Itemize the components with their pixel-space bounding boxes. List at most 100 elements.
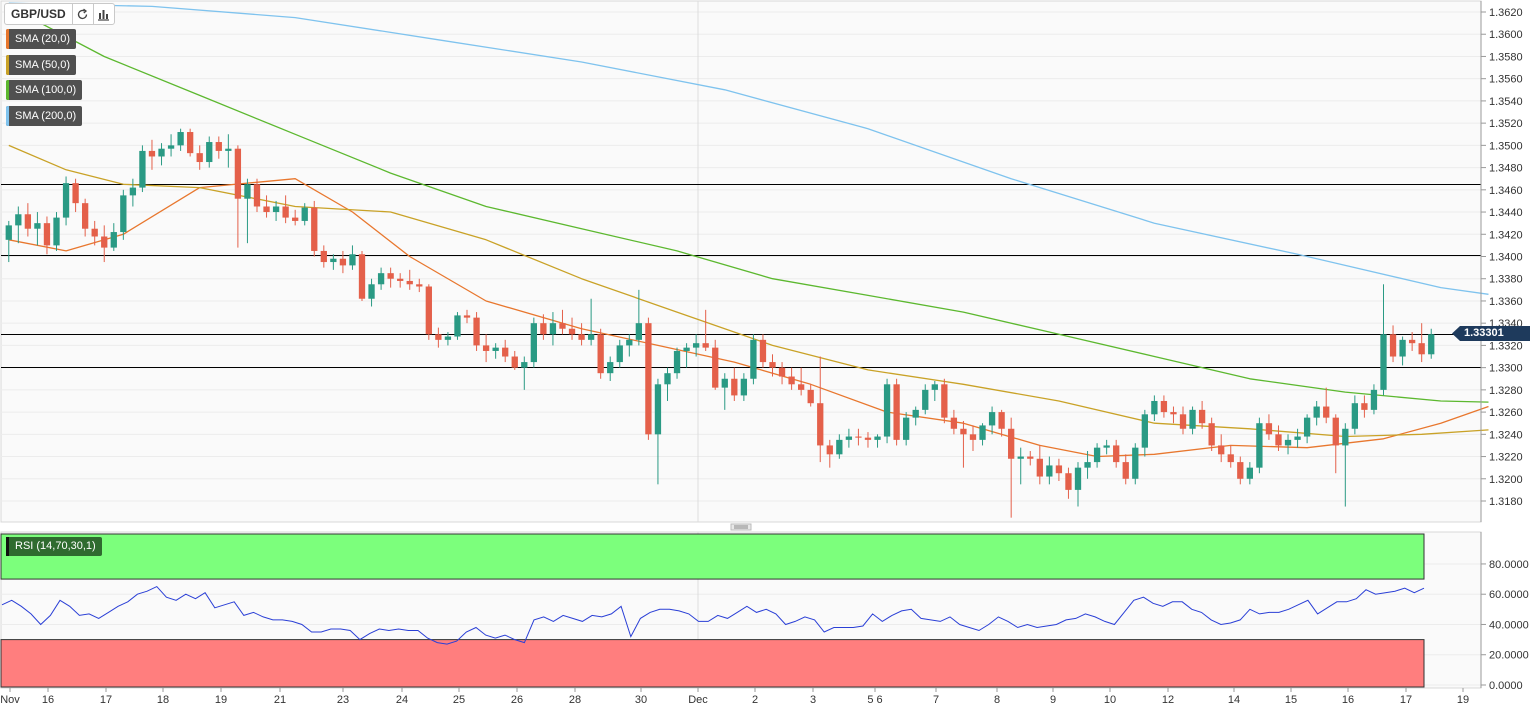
date-label: 14 xyxy=(1228,694,1240,706)
candle-body xyxy=(1141,414,1148,448)
candle xyxy=(1265,414,1273,440)
candle xyxy=(864,432,872,448)
price-tick-label: 1.3460 xyxy=(1489,185,1523,197)
candle xyxy=(5,220,12,263)
candle xyxy=(387,267,394,288)
candle xyxy=(81,198,89,237)
candle-body xyxy=(244,184,251,199)
candle xyxy=(1036,445,1043,485)
candle xyxy=(110,223,117,251)
candle xyxy=(1084,450,1091,479)
candle xyxy=(1160,395,1168,418)
candle-body xyxy=(836,439,843,455)
candle xyxy=(1351,395,1359,435)
candle-body xyxy=(559,323,566,329)
indicator-label: SMA (200,0) xyxy=(15,110,77,122)
candle-body xyxy=(5,225,12,240)
candle-body xyxy=(721,378,728,388)
price-pane-background xyxy=(0,0,1482,523)
candle xyxy=(874,434,881,448)
candle-body xyxy=(139,150,146,188)
candle xyxy=(101,225,108,263)
price-tick-label: 1.3200 xyxy=(1489,474,1523,486)
candle xyxy=(721,373,728,410)
candle-body xyxy=(1017,456,1024,459)
candle xyxy=(1046,456,1053,485)
date-label: 30 xyxy=(635,694,647,706)
date-label: 3 xyxy=(810,694,816,706)
candle-body xyxy=(979,425,986,440)
candle-body xyxy=(492,347,499,351)
candle-body xyxy=(320,250,327,263)
rsi-tick-label: 0.0000 xyxy=(1489,680,1523,692)
candle xyxy=(377,267,385,290)
price-tick-label: 1.3300 xyxy=(1489,363,1523,375)
candle-body xyxy=(34,223,41,229)
candle-body xyxy=(53,217,60,246)
candle-body xyxy=(1179,414,1187,429)
candle xyxy=(435,327,442,348)
candle xyxy=(330,254,337,270)
candle-body xyxy=(253,184,261,207)
candle-body xyxy=(540,323,547,335)
candle-body xyxy=(148,150,156,157)
candle xyxy=(1246,462,1253,485)
candle xyxy=(836,434,843,459)
rsi-polyline xyxy=(1,585,1425,645)
indicator-sma-200[interactable]: SMA (200,0) xyxy=(6,106,83,126)
candle-body xyxy=(1170,412,1177,415)
candle xyxy=(645,317,652,440)
candle-body xyxy=(482,345,490,351)
candle-body xyxy=(1227,454,1234,463)
candle xyxy=(826,439,833,468)
candle-body xyxy=(1008,428,1015,459)
candle-body xyxy=(998,412,1005,429)
candle xyxy=(1189,406,1196,435)
toolbar: GBP/USD xyxy=(4,3,115,25)
candle xyxy=(320,245,327,268)
candle-body xyxy=(1237,462,1244,479)
refresh-icon[interactable] xyxy=(73,4,94,24)
candle-body xyxy=(43,223,51,246)
candle-body xyxy=(263,206,270,213)
candle xyxy=(1380,284,1387,396)
indicator-color-swatch xyxy=(6,29,9,49)
rsi-line xyxy=(1,585,1425,645)
price-tick-label: 1.3620 xyxy=(1489,7,1523,19)
candle-body xyxy=(731,378,738,396)
candle xyxy=(368,278,375,307)
candle-body xyxy=(750,339,757,379)
candle-body xyxy=(702,343,709,348)
indicator-color-swatch xyxy=(6,80,9,100)
indicator-sma-50[interactable]: SMA (50,0) xyxy=(6,55,77,75)
candle xyxy=(167,134,175,157)
chart-settings-icon[interactable] xyxy=(94,4,114,24)
date-axis: Nov 16 17 18 19 21 23 24 25 26 28 30 Dec 2 3 5 6 7 8 9 10 12… xyxy=(0,688,1469,706)
candle-body xyxy=(1036,458,1043,477)
candle-body xyxy=(826,445,833,455)
candle-body xyxy=(120,195,127,233)
date-label: 18 xyxy=(157,694,169,706)
candle xyxy=(1065,467,1072,499)
candle xyxy=(129,178,137,207)
price-tick-label: 1.3180 xyxy=(1489,496,1523,508)
candle xyxy=(473,312,480,351)
candle xyxy=(139,145,146,193)
date-label: 7 xyxy=(933,694,939,706)
symbol-label[interactable]: GBP/USD xyxy=(5,4,73,24)
candle xyxy=(1399,336,1406,366)
indicator-sma-100[interactable]: SMA (100,0) xyxy=(6,80,83,100)
date-label: 25 xyxy=(453,694,465,706)
candle-body xyxy=(941,384,948,418)
pane-resize-handle-icon[interactable] xyxy=(730,523,752,531)
candle-body xyxy=(607,362,614,374)
indicator-rsi[interactable]: RSI (14,70,30,1) xyxy=(6,537,102,556)
candle xyxy=(511,350,518,370)
candle-body xyxy=(893,384,900,440)
candle-body xyxy=(922,389,929,410)
indicator-sma-20[interactable]: SMA (20,0) xyxy=(6,29,77,49)
candle xyxy=(1132,443,1139,485)
candle-body xyxy=(1418,343,1425,355)
candle xyxy=(712,339,719,390)
